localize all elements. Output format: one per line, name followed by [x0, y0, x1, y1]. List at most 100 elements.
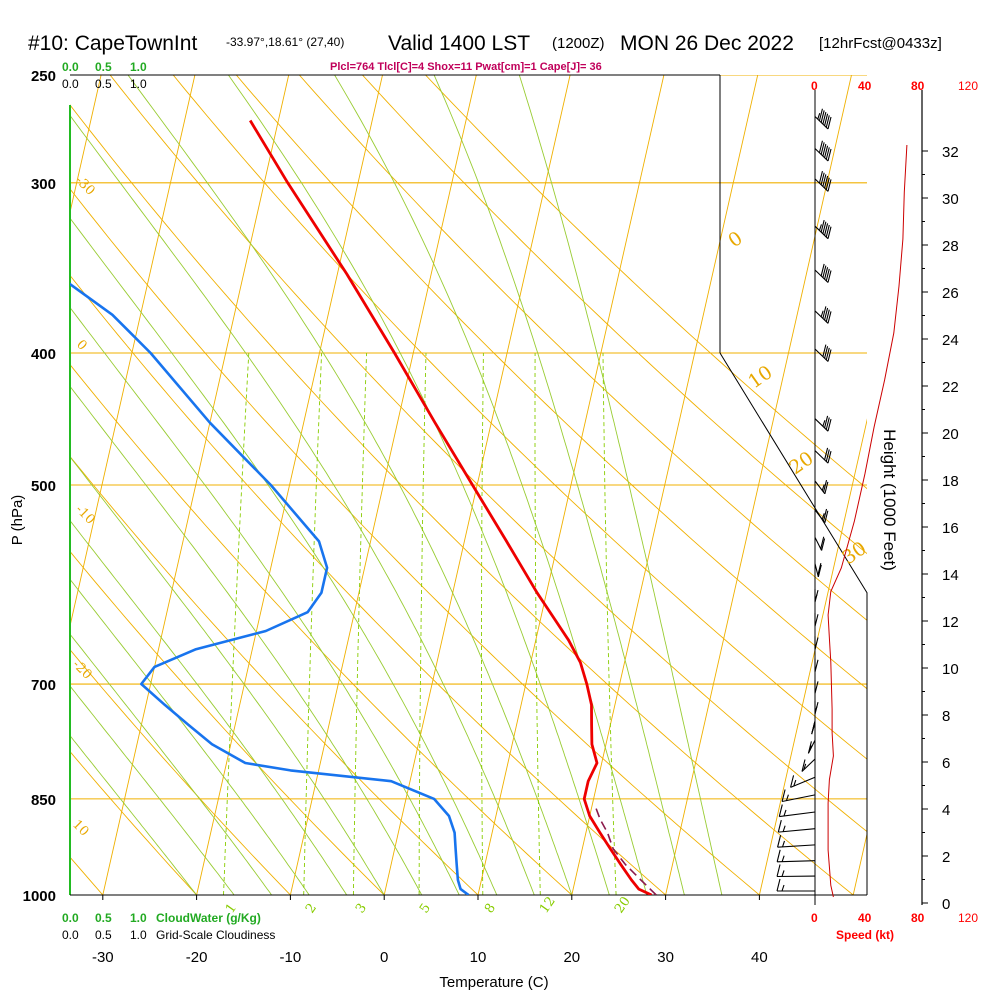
wind-barb-feather — [825, 224, 830, 238]
mixing-ratio-label-3: 5 — [417, 901, 434, 916]
moist-adiabat-36 — [518, 75, 723, 895]
cloudiness-bottom-tick-0: 0.0 — [62, 928, 79, 942]
wind-barb-25 — [814, 263, 832, 283]
wind-barb-half-feather — [785, 794, 789, 801]
speed-bottom-tick-3: 120 — [958, 911, 978, 925]
height-tick-18: 18 — [942, 473, 959, 490]
height-tick-4: 4 — [942, 802, 950, 819]
dry-adiabat-label-8: 10 — [69, 817, 91, 839]
wind-barb-feather — [824, 113, 829, 126]
wind-barb-feather — [825, 115, 830, 128]
cloudiness-top-tick-0: 0.0 — [62, 77, 79, 91]
dry-adiabat-90 — [298, 75, 867, 621]
isotherm-10 — [477, 75, 665, 895]
wind-barb-feather — [776, 878, 781, 892]
wind-barb-feather — [817, 564, 822, 578]
isotherm--10 — [289, 75, 477, 895]
wind-barb-feather — [825, 449, 830, 462]
wind-barb-12 — [814, 680, 819, 694]
temp-tick--30: -30 — [92, 949, 114, 966]
sounding-series — [70, 119, 657, 903]
wind-barb-feather — [818, 140, 823, 153]
wind-barb-feather — [825, 147, 830, 160]
station-title: #10: CapeTownInt — [28, 32, 197, 55]
wind-barb-half-feather — [822, 420, 826, 427]
dry-adiabat-label-1: 10 — [744, 361, 776, 393]
isotherm-30 — [665, 75, 852, 895]
wind-barb-14 — [814, 636, 819, 650]
wind-barb-staff — [778, 828, 816, 833]
pressure-tick-1000: 1000 — [23, 888, 56, 905]
x-axis-title: Temperature (C) — [439, 974, 548, 991]
moist-adiabat--8 — [70, 578, 310, 895]
wind-barb-feather — [790, 775, 795, 788]
isotherm-40 — [758, 418, 867, 895]
station-coords: -33.97°,18.61° (27,40) — [226, 35, 344, 49]
wind-barb-feather — [827, 116, 832, 130]
wind-barb-0 — [776, 878, 815, 892]
speed-bottom-tick-1: 40 — [858, 911, 872, 925]
wind-barb-half-feather — [818, 224, 822, 231]
mixing-ratio-20 — [602, 352, 617, 895]
wind-barb-26 — [814, 219, 832, 240]
wind-barb-staff — [777, 844, 816, 848]
pressure-tick-850: 850 — [31, 792, 56, 809]
wind-barb-9 — [807, 739, 816, 754]
parcel-line — [595, 808, 657, 895]
moist-adiabat-12 — [70, 217, 498, 895]
wind-barb-8 — [801, 758, 816, 772]
cloudiness-top-tick-1: 0.5 — [95, 77, 112, 91]
mixing-ratio-8 — [481, 352, 484, 895]
mixing-ratio-12 — [534, 352, 541, 895]
wind-barb-3 — [777, 835, 816, 848]
forecast-info: [12hrFcst@0433z] — [819, 35, 942, 52]
wind-barb-staff — [777, 860, 816, 863]
height-tick-6: 6 — [942, 755, 950, 772]
wind-barb-feather — [824, 447, 829, 461]
cloudwater-bottom-tick-0: 0.0 — [62, 911, 79, 925]
wind-barb-feather — [814, 637, 819, 650]
wind-barb-feather — [820, 263, 825, 277]
dry-adiabat-70 — [172, 75, 867, 760]
surface-dewpoint-point — [503, 896, 510, 903]
mixing-ratio-2 — [303, 352, 323, 895]
speed-top-tick-2: 80 — [911, 79, 925, 93]
wind-barb-2 — [776, 849, 816, 863]
wind-barb-feather — [824, 510, 829, 523]
wind-barb-feather — [825, 309, 830, 322]
mixing-ratio-label-2: 3 — [353, 901, 370, 916]
stability-indices: Plcl=764 Tlcl[C]=4 Shox=11 Pwat[cm]=1 Ca… — [330, 61, 602, 73]
speed-top-tick-1: 40 — [858, 79, 872, 93]
wind-barb-16 — [814, 588, 819, 603]
mixing-ratio-label-1: 2 — [303, 901, 320, 916]
wind-barb-feather — [817, 563, 822, 576]
wind-barb-feather — [781, 789, 786, 802]
wind-barb-feather — [777, 835, 782, 848]
wind-barb-feather — [827, 311, 832, 324]
wind-barb-feather — [824, 267, 829, 280]
height-tick-20: 20 — [942, 426, 959, 443]
wind-barb-half-feather — [814, 706, 818, 713]
temp-tick-30: 30 — [657, 949, 674, 966]
temp-tick-0: 0 — [380, 949, 388, 966]
cloudiness-title: Grid-Scale Cloudiness — [156, 928, 275, 942]
wind-barb-half-feather — [781, 840, 786, 848]
wind-barb-feather — [827, 419, 832, 432]
moist-adiabat-28 — [334, 75, 648, 895]
cloudwater-top-tick-1: 0.5 — [95, 60, 112, 74]
height-tick-16: 16 — [942, 520, 959, 537]
wind-barb-5 — [778, 804, 816, 818]
wind-barb-feather — [776, 849, 781, 862]
speed-bottom-tick-0: 0 — [811, 911, 818, 925]
wind-barb-feather — [814, 614, 819, 627]
wind-barb-feather — [820, 219, 825, 233]
wind-barb-feather — [824, 307, 829, 321]
dry-adiabat-label-6: -10 — [72, 502, 97, 527]
dry-adiabat-80 — [235, 75, 867, 690]
cloudwater-title: CloudWater (g/Kg) — [156, 911, 261, 925]
isotherm--30 — [102, 75, 290, 895]
height-tick-8: 8 — [942, 708, 950, 725]
wind-barb-half-feather — [781, 884, 785, 892]
dry-adiabat-30 — [70, 274, 666, 895]
wind-barb-27 — [814, 170, 832, 192]
